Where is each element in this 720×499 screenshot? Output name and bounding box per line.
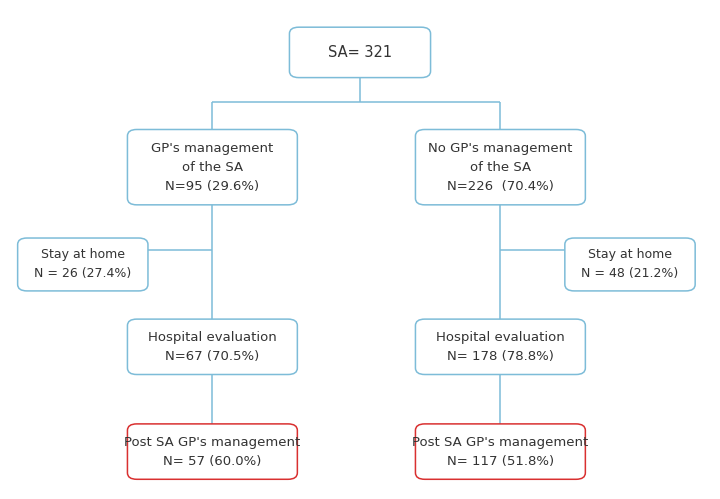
FancyBboxPatch shape [415, 319, 585, 374]
Text: Post SA GP's management
N= 117 (51.8%): Post SA GP's management N= 117 (51.8%) [413, 436, 588, 468]
Text: Stay at home
N = 48 (21.2%): Stay at home N = 48 (21.2%) [581, 249, 679, 280]
FancyBboxPatch shape [127, 130, 297, 205]
FancyBboxPatch shape [127, 319, 297, 374]
FancyBboxPatch shape [289, 27, 431, 78]
FancyBboxPatch shape [565, 238, 696, 291]
Text: Post SA GP's management
N= 57 (60.0%): Post SA GP's management N= 57 (60.0%) [125, 436, 300, 468]
Text: Hospital evaluation
N=67 (70.5%): Hospital evaluation N=67 (70.5%) [148, 331, 276, 363]
FancyBboxPatch shape [415, 424, 585, 479]
Text: No GP's management
of the SA
N=226  (70.4%): No GP's management of the SA N=226 (70.4… [428, 142, 572, 193]
Text: Hospital evaluation
N= 178 (78.8%): Hospital evaluation N= 178 (78.8%) [436, 331, 564, 363]
Text: GP's management
of the SA
N=95 (29.6%): GP's management of the SA N=95 (29.6%) [151, 142, 274, 193]
FancyBboxPatch shape [415, 130, 585, 205]
Text: Stay at home
N = 26 (27.4%): Stay at home N = 26 (27.4%) [34, 249, 132, 280]
FancyBboxPatch shape [127, 424, 297, 479]
Text: SA= 321: SA= 321 [328, 45, 392, 60]
FancyBboxPatch shape [18, 238, 148, 291]
